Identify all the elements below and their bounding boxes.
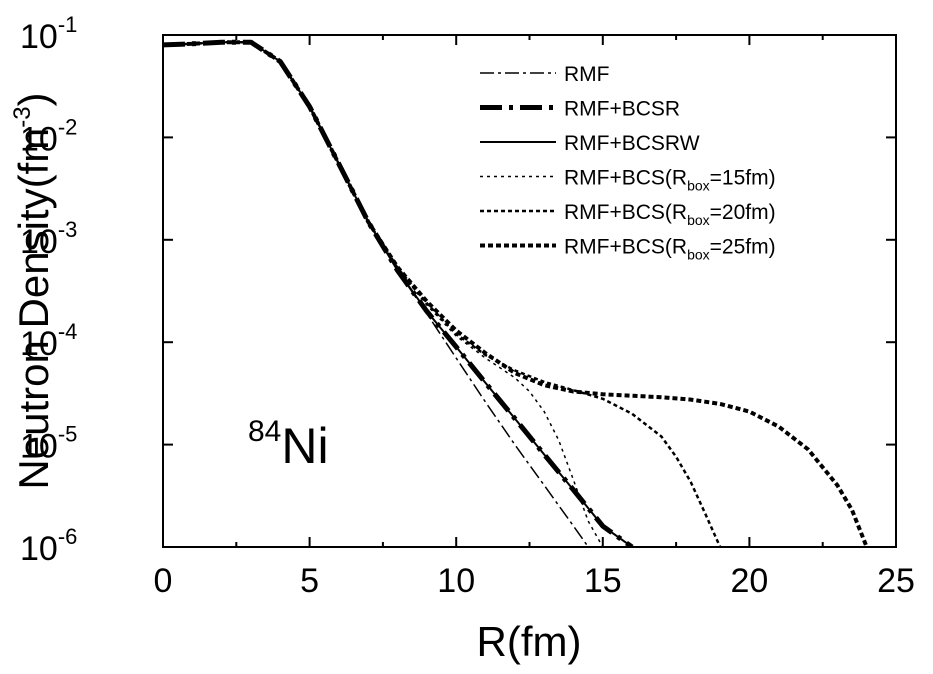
plot-frame bbox=[162, 34, 897, 548]
x-tick-label-5: 25 bbox=[877, 562, 915, 600]
x-tick-label-2: 10 bbox=[437, 562, 475, 600]
y-axis-title: Neutron Density(fm-3) bbox=[9, 92, 57, 489]
x-tick-label-3: 15 bbox=[584, 562, 622, 600]
series-line-5 bbox=[163, 40, 869, 547]
y-tick-label-2: 10-3 bbox=[20, 217, 77, 261]
y-tick-label-4: 10-5 bbox=[20, 422, 77, 466]
legend-label-1: RMF+BCSR bbox=[564, 98, 680, 121]
series-layer bbox=[163, 39, 869, 547]
series-line-2 bbox=[163, 41, 633, 547]
legend-label-3: RMF+BCS(Rbox=15fm) bbox=[564, 167, 776, 194]
y-axis-title-close: ) bbox=[10, 92, 57, 106]
y-axis: 10-1 10-2 10-3 10-4 10-5 10-6 bbox=[20, 12, 896, 568]
series-line-3 bbox=[163, 41, 604, 547]
nucleus-label: 84Ni bbox=[248, 415, 329, 474]
y-tick-label-5: 10-6 bbox=[20, 524, 77, 568]
y-axis-title-base: Neutron Density(fm bbox=[10, 128, 57, 490]
x-tick-label-4: 20 bbox=[730, 562, 768, 600]
nucleus-mass-number: 84 bbox=[248, 415, 281, 448]
series-line-1 bbox=[163, 39, 634, 547]
y-tick-label-1: 10-2 bbox=[20, 114, 77, 158]
y-axis-title-sup: -3 bbox=[9, 106, 36, 127]
legend-label-2: RMF+BCSRW bbox=[564, 132, 700, 155]
x-tick-label-1: 5 bbox=[300, 562, 319, 600]
x-axis-title: R(fm) bbox=[477, 618, 582, 665]
legend-label-5: RMF+BCS(Rbox=25fm) bbox=[564, 236, 776, 263]
y-tick-label-3: 10-4 bbox=[20, 319, 77, 363]
nucleus-symbol: Ni bbox=[281, 418, 328, 474]
x-axis: 0 5 10 15 20 25 bbox=[154, 35, 915, 600]
legend-label-4: RMF+BCS(Rbox=20fm) bbox=[564, 201, 776, 228]
x-tick-label-0: 0 bbox=[154, 562, 173, 600]
legend: RMF RMF+BCSR RMF+BCSRW RMF+BCS(Rbox=15fm) RM… bbox=[480, 63, 776, 263]
legend-label-0: RMF bbox=[564, 63, 610, 86]
y-tick-label-0: 10-1 bbox=[20, 12, 77, 56]
series-line-0 bbox=[163, 41, 590, 547]
